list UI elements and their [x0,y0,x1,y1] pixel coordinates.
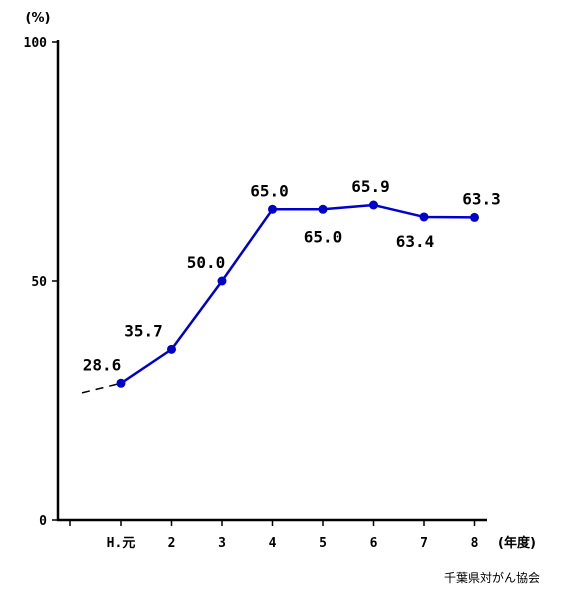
data-point [116,378,126,388]
data-label: 65.0 [304,227,343,246]
source-label: 千葉県対がん協会 [444,570,540,585]
x-tick-label: 7 [420,536,428,551]
x-tick-label: 6 [370,536,378,551]
data-point [167,344,176,354]
data-label: 35.7 [124,321,163,340]
x-tick-label: H.元 [107,536,136,551]
x-tick-label: 3 [218,536,226,551]
x-tick-label: 4 [269,536,277,551]
data-point [318,204,328,214]
data-point [217,276,227,286]
x-tick-label: 2 [168,536,176,551]
data-label: 28.6 [83,355,122,374]
data-point [419,212,429,222]
y-tick-label: 0 [39,514,47,529]
x-unit-label: (年度) [498,535,536,551]
data-point [268,204,277,214]
x-tick-label: 8 [471,536,479,551]
y-tick-label: 50 [31,275,47,290]
data-label: 63.4 [396,232,435,251]
data-label: 65.0 [250,181,289,200]
leading-dashed-segment [81,382,122,394]
data-label: 63.3 [462,189,501,208]
data-point [470,212,479,222]
data-label: 65.9 [351,177,390,196]
x-tick-label: 5 [319,536,327,551]
data-label: 50.0 [187,253,226,272]
y-unit-label: (%) [26,11,51,26]
y-tick-label: 100 [24,36,48,51]
data-point [369,200,378,210]
series-line [120,203,475,385]
